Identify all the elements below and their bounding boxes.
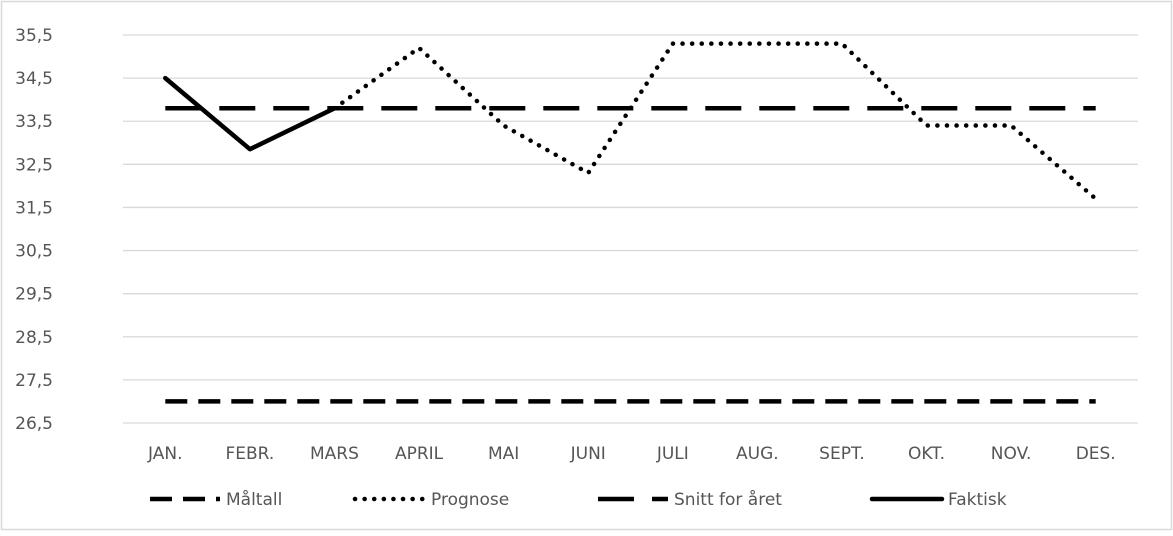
x-tick-label: JAN. bbox=[147, 444, 182, 464]
y-tick-label: 34,5 bbox=[15, 69, 53, 89]
x-tick-label: DES. bbox=[1076, 444, 1116, 464]
y-tick-label: 31,5 bbox=[15, 198, 53, 218]
y-tick-label: 33,5 bbox=[15, 112, 53, 132]
x-tick-label: SEPT. bbox=[819, 444, 865, 464]
y-tick-label: 32,5 bbox=[15, 155, 53, 175]
x-tick-label: JUNI bbox=[570, 444, 606, 464]
x-tick-label: APRIL bbox=[395, 444, 444, 464]
y-tick-label: 29,5 bbox=[15, 285, 53, 305]
y-tick-label: 35,5 bbox=[15, 26, 53, 46]
legend-label: Prognose bbox=[431, 490, 509, 510]
legend: Måltall Prognose Snitt for året Faktisk bbox=[150, 489, 1007, 510]
legend-label: Faktisk bbox=[948, 490, 1007, 510]
x-tick-label: FEBR. bbox=[225, 444, 274, 464]
y-tick-label: 28,5 bbox=[15, 328, 53, 348]
gridlines bbox=[123, 34, 1138, 424]
y-axis-ticks: 26,5 27,5 28,5 29,5 30,5 31,5 32,5 33,5 34,5 35,5 bbox=[15, 26, 53, 434]
y-tick-label: 27,5 bbox=[15, 371, 53, 391]
y-tick-label: 30,5 bbox=[15, 242, 53, 262]
x-tick-label: OKT. bbox=[908, 444, 945, 464]
y-tick-label: 26,5 bbox=[15, 414, 53, 434]
legend-label: Måltall bbox=[226, 489, 282, 510]
x-tick-label: NOV. bbox=[991, 444, 1032, 464]
x-tick-label: AUG. bbox=[736, 444, 779, 464]
series-line bbox=[163, 75, 337, 152]
x-tick-label: JULI bbox=[656, 444, 689, 464]
x-axis-ticks: JAN. FEBR. MARS APRIL MAI JUNI JULI AUG. SEPT. OK… bbox=[147, 444, 1116, 464]
series-line bbox=[332, 41, 1098, 202]
legend-label: Snitt for året bbox=[674, 489, 782, 510]
series-lines bbox=[163, 41, 1098, 404]
x-tick-label: MARS bbox=[310, 444, 359, 464]
x-tick-label: MAI bbox=[488, 444, 519, 464]
